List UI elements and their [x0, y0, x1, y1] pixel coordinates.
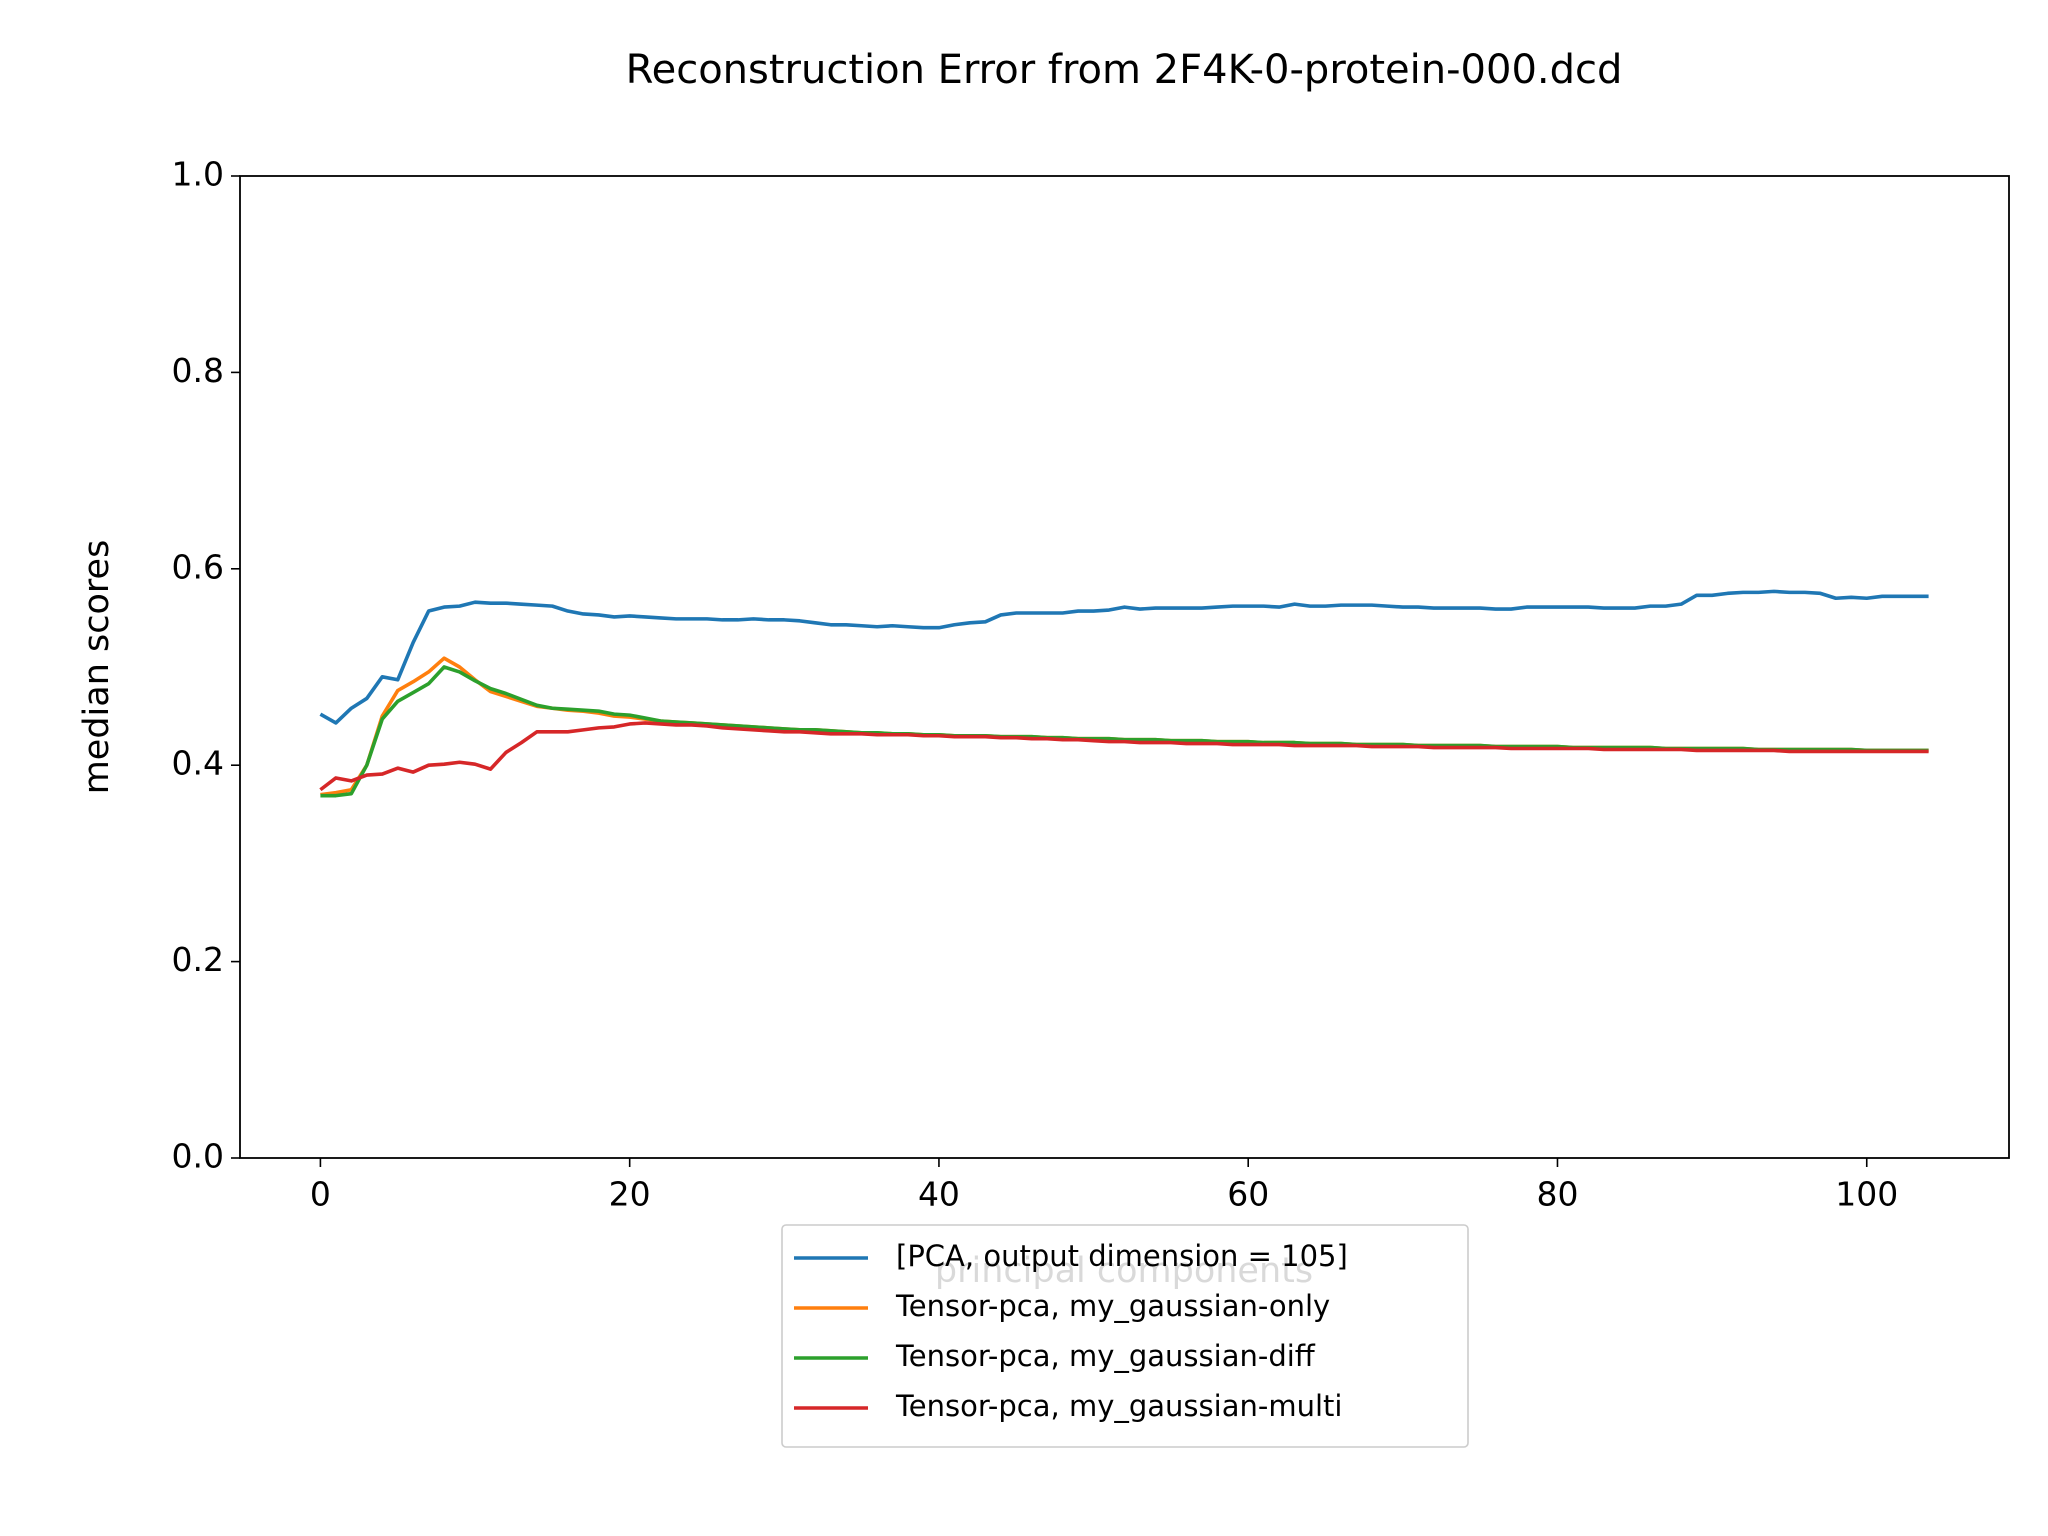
- y-tick-label: 0.2: [172, 940, 224, 979]
- chart-title: Reconstruction Error from 2F4K-0-protein…: [626, 47, 1623, 93]
- y-axis-label: median scores: [77, 540, 117, 795]
- legend-box: [781, 1224, 1469, 1448]
- legend-label: Tensor-pca, my_gaussian-only: [895, 1289, 1330, 1323]
- y-tick-label: 0.4: [172, 744, 224, 783]
- legend: [PCA, output dimension = 105] Tensor-pca,…: [781, 1224, 1469, 1448]
- x-tick-label: 0: [310, 1175, 331, 1214]
- x-tick-label: 80: [1536, 1175, 1578, 1214]
- series-line: [319, 721, 1929, 792]
- y-tick-label: 0.6: [172, 547, 224, 586]
- legend-label: Tensor-pca, my_gaussian-diff: [895, 1339, 1316, 1373]
- x-tick-label: 20: [609, 1175, 651, 1214]
- legend-label: Tensor-pca, my_gaussian-multi: [895, 1389, 1342, 1423]
- legend-label: [PCA, output dimension = 105]: [896, 1239, 1348, 1273]
- x-tick-label: 60: [1227, 1175, 1269, 1214]
- y-tick-label: 0.0: [172, 1137, 224, 1176]
- x-tick-label: 100: [1835, 1175, 1898, 1214]
- y-tick-label: 1.0: [172, 155, 224, 194]
- series-line: [319, 589, 1929, 725]
- plot-frame: [239, 175, 2010, 1159]
- x-tick-label: 40: [918, 1175, 960, 1214]
- y-tick-label: 0.8: [172, 351, 224, 390]
